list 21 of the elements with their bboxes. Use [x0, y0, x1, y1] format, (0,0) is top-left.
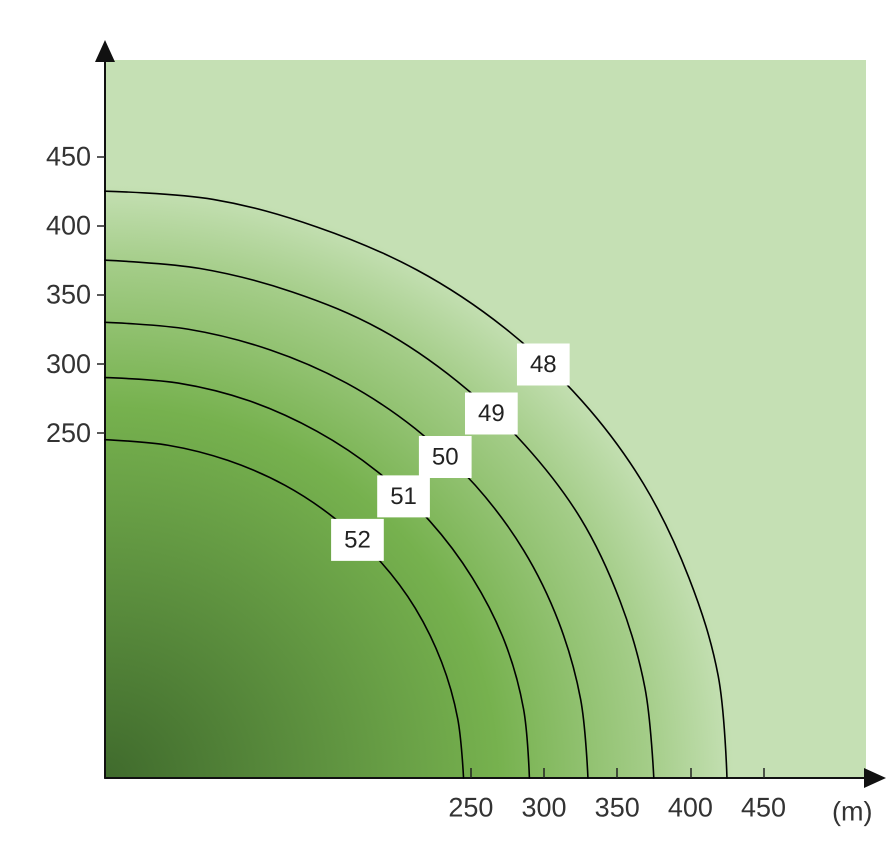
series-label: 51: [390, 482, 417, 510]
series-label: 50: [432, 443, 459, 470]
line-series: [104, 438, 464, 779]
series-label: 49: [478, 400, 505, 427]
y-tick-label: 350: [46, 280, 91, 310]
x-tick-label: 250: [448, 792, 494, 822]
x-axis-title: (m): [832, 796, 872, 826]
y-tick-label: 400: [46, 210, 91, 241]
line-series: [104, 190, 728, 779]
line-series: [104, 376, 530, 779]
y-tick-label: 250: [46, 418, 91, 448]
x-tick-label: 350: [594, 792, 640, 822]
x-tick-label: 400: [668, 792, 713, 822]
y-tick-label: 450: [46, 142, 91, 172]
line-series: [104, 322, 589, 779]
series-label: 48: [530, 350, 557, 378]
series-label: 52: [344, 526, 371, 554]
line-series: [104, 259, 655, 779]
y-tick-label: 300: [46, 348, 91, 379]
x-tick-label: 450: [741, 792, 786, 822]
x-tick-label: 300: [522, 792, 567, 822]
